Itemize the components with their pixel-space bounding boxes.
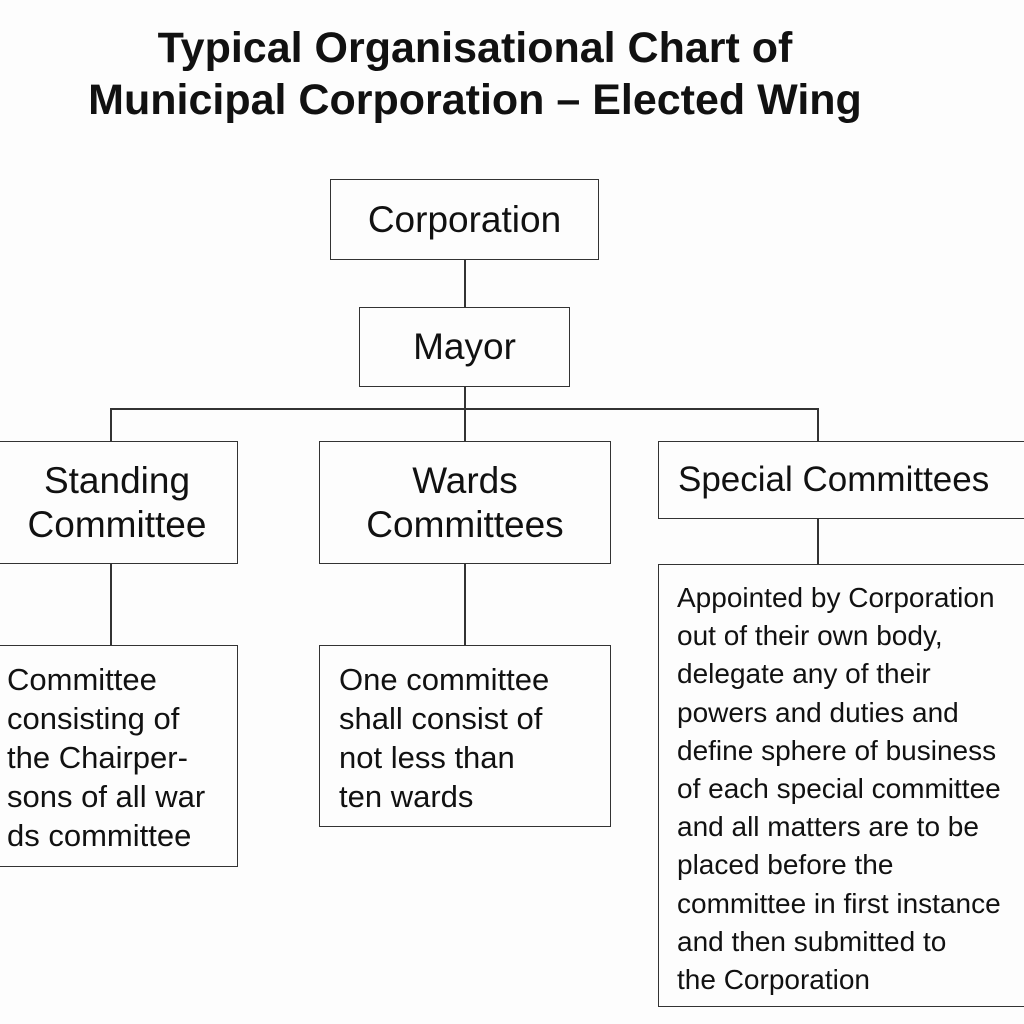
connector-special-description	[817, 517, 819, 565]
special-committees-node: Special Committees	[658, 441, 1024, 519]
special-committees-description: Appointed by Corporation out of their ow…	[658, 564, 1024, 1007]
mayor-label: Mayor	[413, 326, 516, 367]
chart-title: Typical Organisational Chart of Municipa…	[0, 22, 950, 126]
standing-committee-description: Committee consisting of the Chairper- so…	[0, 645, 238, 867]
special-committees-description-text: Appointed by Corporation out of their ow…	[677, 582, 1001, 996]
standing-committee-node: Standing Committee	[0, 441, 238, 564]
standing-committee-label: Standing Committee	[27, 459, 207, 545]
chart-title-line-1: Typical Organisational Chart of	[157, 24, 793, 72]
special-committees-label: Special Committees	[678, 460, 990, 499]
corporation-node: Corporation	[330, 179, 599, 260]
connector-branch-special	[817, 408, 819, 442]
wards-committees-description: One committee shall consist of not less …	[319, 645, 611, 827]
connector-branch-standing	[110, 408, 112, 442]
connector-wards-description	[464, 562, 466, 646]
chart-title-line-2: Municipal Corporation – Elected Wing	[88, 76, 862, 124]
mayor-node: Mayor	[359, 307, 570, 387]
connector-standing-description	[110, 562, 112, 646]
connector-corporation-mayor	[464, 259, 466, 308]
connector-mayor-branch	[464, 385, 466, 409]
connector-branch-wards	[464, 408, 466, 442]
wards-committees-node: Wards Committees	[319, 441, 611, 564]
wards-committees-description-text: One committee shall consist of not less …	[339, 662, 550, 814]
wards-committees-label: Wards Committees	[366, 459, 564, 545]
corporation-label: Corporation	[367, 198, 562, 240]
standing-committee-description-text: Committee consisting of the Chairper- so…	[7, 662, 206, 853]
